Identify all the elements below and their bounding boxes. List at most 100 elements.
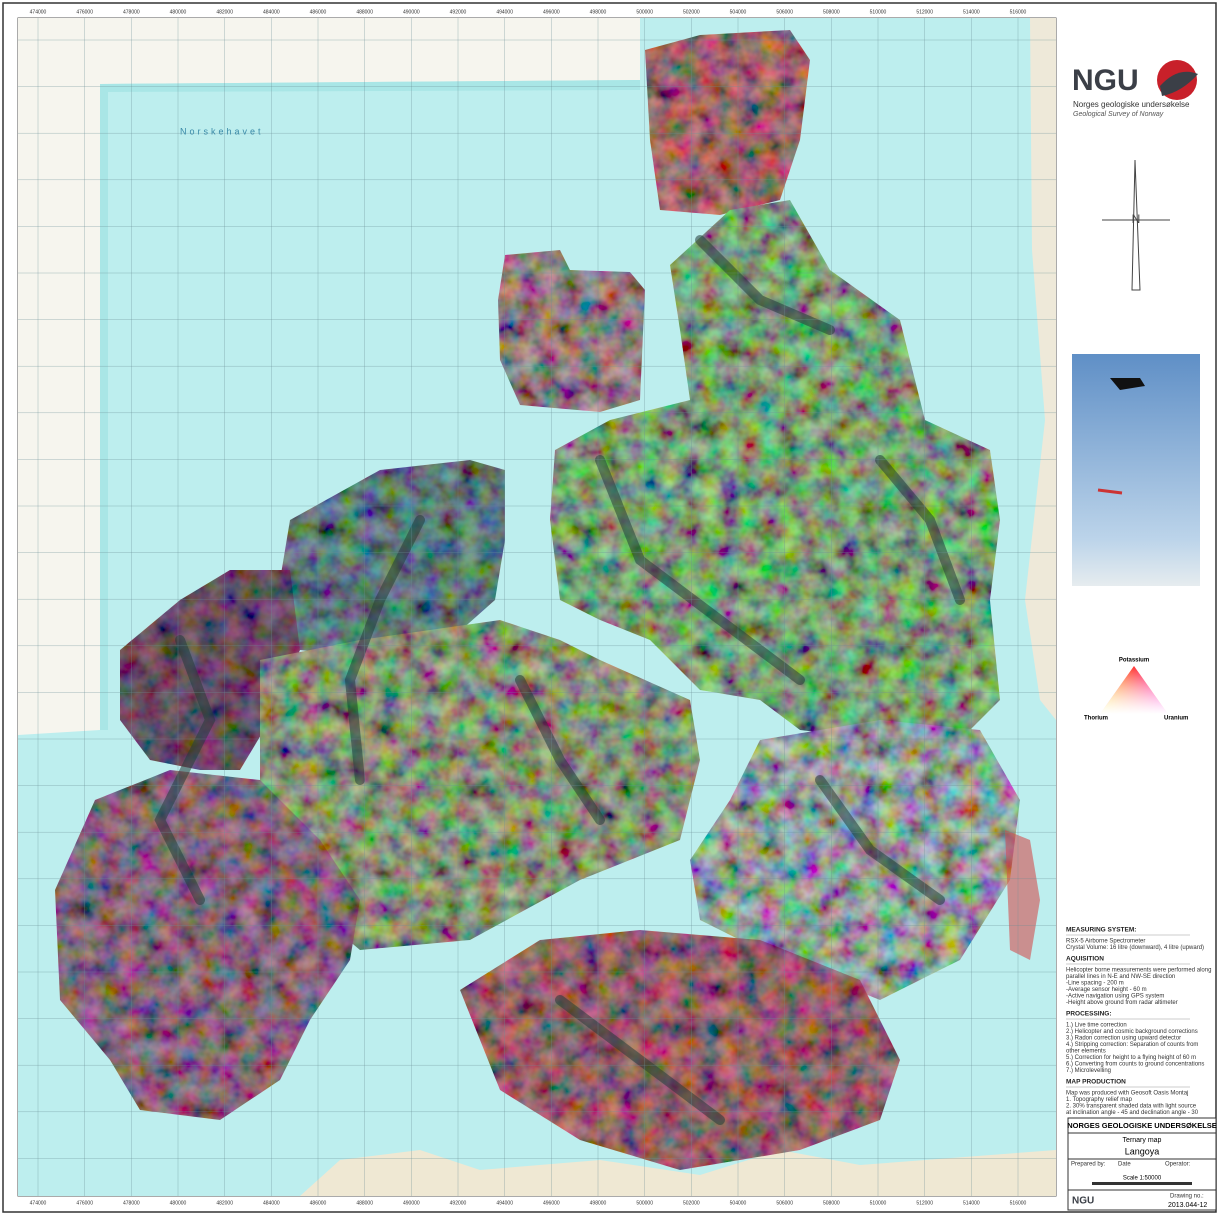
- x-coordinate-label: 494000: [496, 9, 513, 15]
- date-label: Date: [1118, 1162, 1131, 1168]
- note-line: 6.) Converting from counts to ground con…: [1066, 1062, 1204, 1068]
- legend-potassium: Potassium: [1119, 658, 1149, 664]
- x-coordinate-label: 488000: [356, 9, 373, 15]
- x-coordinate-label: 476000: [76, 1200, 93, 1206]
- note-heading: MAP PRODUCTION: [1066, 1079, 1126, 1086]
- x-coordinate-label: 512000: [916, 9, 933, 15]
- note-line: at inclination angle - 45 and declinatio…: [1066, 1110, 1199, 1116]
- drawing-no: 2013.044-12: [1168, 1202, 1207, 1209]
- survey-patch: [498, 250, 645, 412]
- note-line: 1. Topography relief map: [1066, 1097, 1133, 1103]
- x-coordinate-label: 512000: [916, 1200, 933, 1206]
- legend-uranium: Uranium: [1164, 716, 1188, 722]
- x-coordinate-label: 500000: [636, 9, 653, 15]
- note-line: 1.) Live time correction: [1066, 1023, 1127, 1029]
- x-coordinate-label: 502000: [683, 1200, 700, 1206]
- note-line: -Height above ground from radar altimete…: [1066, 1000, 1178, 1006]
- x-coordinate-label: 516000: [1010, 9, 1027, 15]
- x-coordinate-label: 508000: [823, 9, 840, 15]
- north-arrow: N: [1102, 159, 1170, 291]
- x-coordinate-label: 486000: [310, 1200, 327, 1206]
- x-coordinate-label: 478000: [123, 1200, 140, 1206]
- note-line: Crystal Volume: 16 litre (downward), 4 l…: [1066, 945, 1204, 951]
- photo-heli: [1110, 378, 1145, 390]
- x-coordinate-label: 500000: [636, 1200, 653, 1206]
- note-heading: AQUISITION: [1066, 956, 1104, 963]
- streak: [154, 635, 216, 905]
- note-line: parallel lines in N-E and NW-SE directio…: [1066, 974, 1175, 980]
- x-coordinate-label: 504000: [730, 1200, 747, 1206]
- streak: [695, 235, 835, 335]
- x-coordinate-label: 498000: [590, 1200, 607, 1206]
- streak: [344, 515, 425, 785]
- x-coordinate-label: 474000: [30, 1200, 47, 1206]
- scale: Scale 1:50000: [1123, 1176, 1162, 1182]
- x-coordinate-label: 514000: [963, 1200, 980, 1206]
- x-coordinate-label: 488000: [356, 1200, 373, 1206]
- note-line: -Average sensor height - 60 m: [1066, 987, 1147, 993]
- scale-bar: [1092, 1182, 1192, 1185]
- ternary-u: [1100, 666, 1168, 714]
- x-coordinate-label: 506000: [776, 1200, 793, 1206]
- x-coordinate-label: 482000: [216, 1200, 233, 1206]
- photo-helicopter: [1072, 354, 1200, 586]
- survey-patch: [120, 570, 300, 770]
- streak: [555, 995, 725, 1125]
- survey-patch: [645, 30, 810, 215]
- map-grid: 474000 474000 476000 476000 478000 478000 4800…: [18, 9, 1056, 1206]
- x-coordinate-label: 504000: [730, 9, 747, 15]
- survey-patch: [690, 720, 1020, 1000]
- title-block: NORGES GEOLOGISKE UNDERSØKELSE Ternary m…: [1067, 1117, 1217, 1211]
- x-coordinate-label: 480000: [170, 1200, 187, 1206]
- x-coordinate-label: 498000: [590, 9, 607, 15]
- coast-south: [300, 1150, 1056, 1196]
- x-coordinate-label: 492000: [450, 9, 467, 15]
- town: [1005, 830, 1040, 960]
- x-coordinate-label: 478000: [123, 9, 140, 15]
- coast-east: [1025, 18, 1056, 720]
- streak: [515, 675, 605, 825]
- note-line: other elements: [1066, 1049, 1106, 1055]
- note-line: -Active navigation using GPS system: [1066, 994, 1164, 1000]
- x-coordinate-label: 480000: [170, 9, 187, 15]
- survey-data: [55, 30, 1020, 1170]
- operator-label: Operator:: [1165, 1162, 1191, 1168]
- note-line: 5.) Correction for height to a flying he…: [1066, 1055, 1196, 1061]
- note-line: 2. 30% transparent shaded data with ligh…: [1066, 1104, 1197, 1110]
- title-org: NORGES GEOLOGISKE UNDERSØKELSE: [1067, 1121, 1217, 1130]
- x-coordinate-label: 514000: [963, 9, 980, 15]
- survey-patch: [260, 620, 700, 950]
- north-arrow-shape: [1131, 159, 1141, 291]
- note-heading: MEASURING SYSTEM:: [1066, 927, 1136, 934]
- note-line: 2.) Helicopter and cosmic background cor…: [1066, 1029, 1198, 1035]
- survey-patch: [280, 460, 505, 660]
- x-coordinate-label: 496000: [543, 1200, 560, 1206]
- logo-swoosh: [1160, 71, 1198, 96]
- x-coordinate-label: 490000: [403, 9, 420, 15]
- x-coordinate-label: 474000: [30, 9, 47, 15]
- streak: [815, 775, 945, 905]
- x-coordinate-label: 490000: [403, 1200, 420, 1206]
- survey-patch: [460, 930, 900, 1170]
- note-line: Helicopter borne measurements were perfo…: [1066, 968, 1211, 974]
- side-panel: [1060, 18, 1210, 1196]
- x-coordinate-label: 494000: [496, 1200, 513, 1206]
- x-coordinate-label: 510000: [870, 9, 887, 15]
- note-line: RSX-5 Airborne Spectrometer: [1066, 939, 1145, 945]
- logo-name-en: Geological Survey of Norway: [1073, 111, 1164, 118]
- prepared-label: Prepared by:: [1071, 1162, 1106, 1168]
- streak: [875, 455, 965, 605]
- x-coordinate-label: 476000: [76, 9, 93, 15]
- legend-thorium: Thorium: [1084, 716, 1108, 722]
- x-coordinate-label: 484000: [263, 1200, 280, 1206]
- sea-label: Norskehavet: [180, 126, 264, 136]
- logo-mark: NGU: [1072, 64, 1139, 97]
- x-coordinate-label: 508000: [823, 1200, 840, 1206]
- x-coordinate-label: 506000: [776, 9, 793, 15]
- title-logo: NGU: [1072, 1196, 1094, 1207]
- x-coordinate-label: 510000: [870, 1200, 887, 1206]
- note-heading: PROCESSING:: [1066, 1011, 1112, 1018]
- logo-name: Norges geologiske undersøkelse: [1073, 100, 1190, 109]
- note-line: 3.) Radon correction using upward detect…: [1066, 1036, 1181, 1042]
